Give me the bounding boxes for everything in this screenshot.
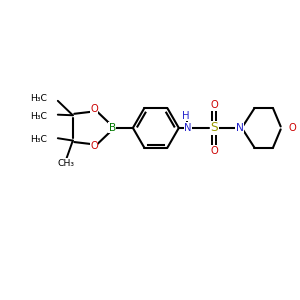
- Text: O: O: [210, 146, 218, 156]
- Text: B: B: [109, 123, 116, 133]
- Text: H: H: [182, 111, 190, 121]
- Text: S: S: [210, 122, 218, 134]
- Text: H₃C: H₃C: [31, 135, 47, 144]
- Text: H₃C: H₃C: [31, 94, 47, 103]
- Text: O: O: [90, 142, 98, 152]
- Text: CH₃: CH₃: [58, 159, 75, 168]
- Text: O: O: [90, 104, 98, 114]
- Text: O: O: [210, 100, 218, 110]
- Text: O: O: [288, 123, 296, 133]
- Text: N: N: [184, 123, 192, 133]
- Text: N: N: [236, 123, 244, 133]
- Text: H₃C: H₃C: [31, 112, 47, 121]
